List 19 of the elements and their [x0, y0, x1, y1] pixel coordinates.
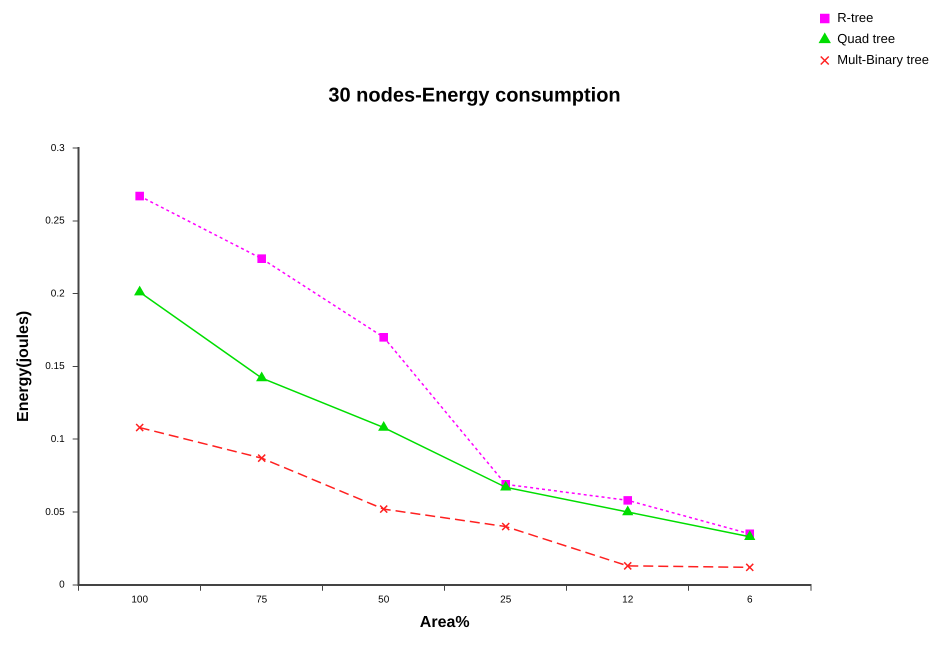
x-tick-label: 100	[131, 594, 148, 606]
x-tick-label: 12	[622, 594, 634, 606]
y-tick-label: 0.05	[45, 506, 66, 518]
y-tick-label: 0.1	[50, 434, 66, 445]
x-tick-label: 25	[500, 594, 512, 606]
x-tick-label: 75	[256, 594, 268, 606]
x-tick-label: 6	[746, 594, 753, 606]
y-tick-label: 0.3	[50, 142, 66, 154]
legend-label: R-tree	[837, 10, 874, 26]
y-tick-label: 0	[59, 580, 66, 591]
x-tick-label: 50	[378, 594, 390, 606]
legend-label: Mult-Binary tree	[837, 52, 929, 68]
legend-label: Quad tree	[837, 31, 896, 46]
y-axis-title: Energy(joules)	[15, 310, 32, 422]
y-tick-label: 0.15	[45, 361, 66, 372]
y-tick-label: 0.25	[45, 216, 66, 227]
y-tick-label: 0.2	[50, 288, 66, 300]
chart-title: 30 nodes-Energy consumption	[328, 84, 621, 107]
x-axis-title: Area%	[420, 614, 470, 631]
